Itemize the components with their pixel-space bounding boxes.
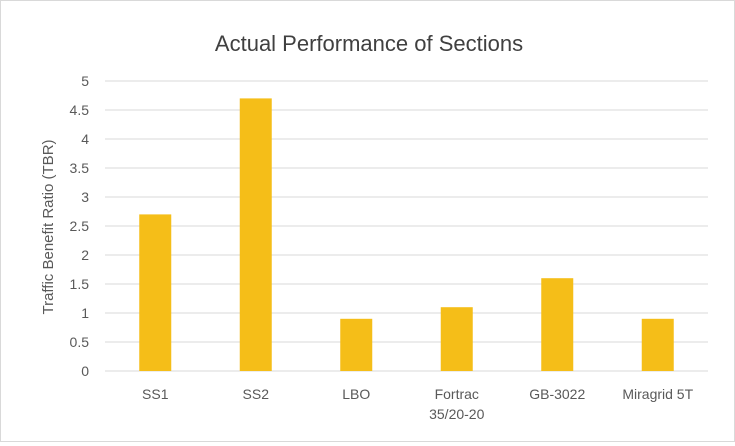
x-tick-label: Fortrac [435, 386, 479, 402]
x-tick-label: SS2 [243, 386, 270, 402]
x-tick-label: Miragrid 5T [622, 386, 693, 402]
y-tick-labels: 0 0.5 1 1.5 2 2.5 3 3.5 4 4.5 5 [70, 73, 90, 379]
x-tick-label: LBO [342, 386, 370, 402]
bar [641, 318, 674, 371]
y-tick-label: 1.5 [70, 276, 90, 292]
chart-title: Actual Performance of Sections [215, 31, 523, 56]
bars [139, 98, 674, 372]
bar [139, 214, 172, 371]
y-tick-label: 2.5 [70, 218, 90, 234]
y-tick-label: 3 [81, 189, 89, 205]
x-tick-label: SS1 [142, 386, 169, 402]
bar [340, 318, 373, 371]
bar [440, 307, 473, 371]
y-tick-label: 4 [81, 131, 89, 147]
y-tick-label: 1 [81, 305, 89, 321]
gridlines [105, 80, 708, 372]
y-tick-label: 4.5 [70, 102, 90, 118]
y-tick-label: 0.5 [70, 334, 90, 350]
y-axis-label: Traffic Benefit Ratio (TBR) [40, 139, 57, 314]
y-tick-label: 3.5 [70, 160, 90, 176]
x-tick-label: GB-3022 [529, 386, 585, 402]
bar [541, 278, 574, 371]
y-tick-label: 2 [81, 247, 89, 263]
x-tick-labels: SS1 SS2 LBO Fortrac 35/20-20 GB-3022 Miragrid … [142, 386, 694, 422]
x-tick-label: 35/20-20 [429, 406, 484, 422]
bar [239, 98, 272, 372]
y-tick-label: 5 [81, 73, 89, 89]
y-tick-label: 0 [81, 363, 89, 379]
